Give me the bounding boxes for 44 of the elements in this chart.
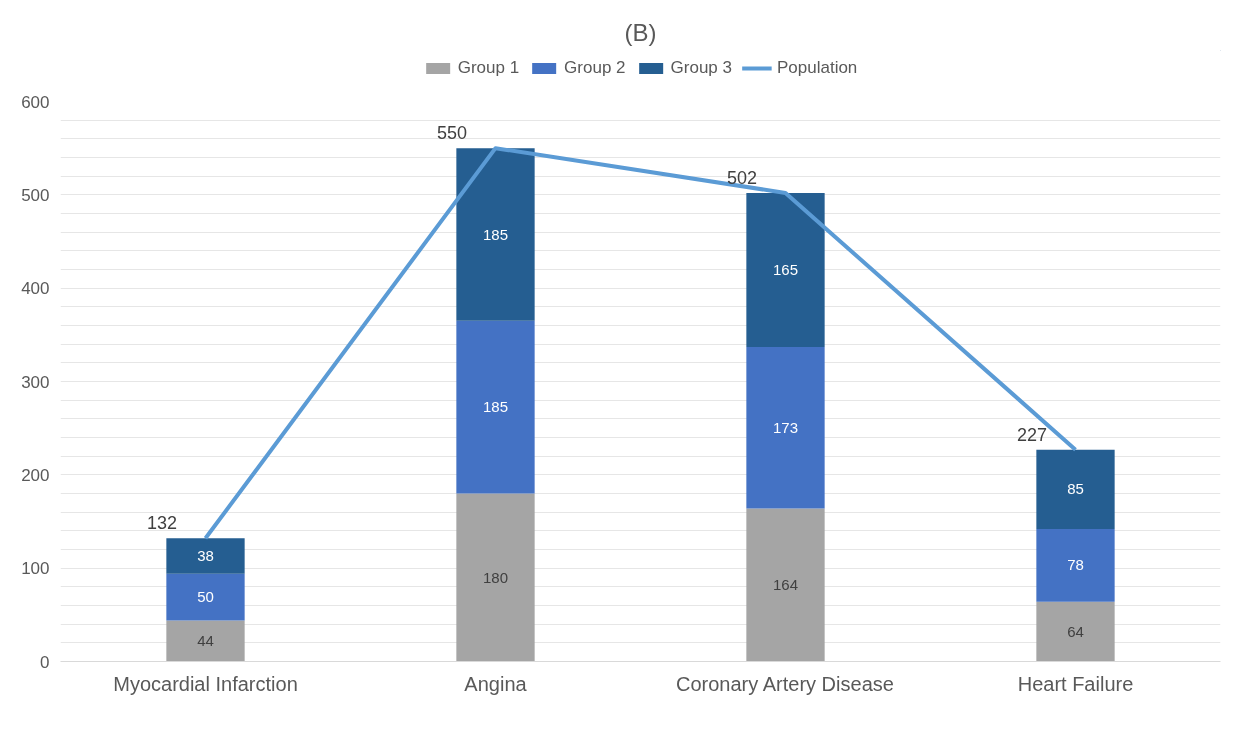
legend-label: Group 1 (457, 58, 520, 78)
x-tick-label: Myocardial Infarction (113, 672, 298, 695)
bar (166, 538, 245, 574)
data-label: 164 (772, 575, 799, 593)
bar (1036, 528, 1115, 602)
data-label: 180 (482, 568, 509, 586)
x-tick-label: Angina (464, 672, 528, 695)
data-label: 78 (1067, 556, 1084, 574)
bar (1036, 601, 1115, 662)
data-label: 50 (197, 588, 214, 606)
legend-label: Group 2 (564, 58, 626, 78)
data-label: 132 (146, 513, 178, 534)
data-label: 227 (1016, 424, 1048, 445)
bar (746, 346, 825, 509)
y-tick-label: 100 (21, 559, 50, 579)
y-tick-label: 300 (21, 372, 50, 392)
data-label: 44 (197, 631, 214, 649)
chart-title: (B) (624, 18, 657, 46)
data-label: 173 (772, 418, 799, 436)
data-label: 64 (1067, 622, 1084, 640)
bar (746, 192, 825, 347)
legend-label: Population (776, 58, 858, 78)
x-tick-label: Coronary Artery Disease (676, 672, 894, 695)
y-tick-label: 200 (21, 465, 50, 485)
legend-label: Group 3 (670, 58, 732, 78)
data-label: 185 (482, 225, 509, 243)
bar (746, 508, 825, 662)
data-label: 165 (772, 260, 799, 278)
bar (166, 620, 245, 662)
bar (456, 320, 535, 494)
y-tick-label: 400 (21, 279, 50, 299)
data-label: 550 (436, 123, 468, 144)
y-tick-label: 600 (21, 92, 50, 112)
data-label: 85 (1067, 480, 1084, 498)
y-tick-label: 0 (40, 652, 50, 672)
data-label: 502 (726, 167, 758, 188)
bar (456, 493, 535, 662)
data-label: 185 (482, 398, 509, 416)
data-label: 38 (197, 547, 214, 565)
bar (456, 148, 535, 321)
bar (166, 573, 245, 621)
bar (1036, 449, 1115, 529)
x-tick-label: Heart Failure (1017, 672, 1134, 695)
y-tick-label: 500 (21, 185, 50, 205)
